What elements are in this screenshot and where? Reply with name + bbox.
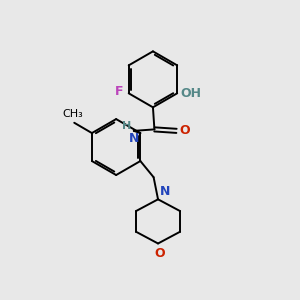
Text: N: N	[129, 132, 139, 145]
Text: N: N	[160, 185, 170, 198]
Text: O: O	[179, 124, 190, 137]
Text: CH₃: CH₃	[62, 109, 83, 119]
Text: F: F	[115, 85, 123, 98]
Text: OH: OH	[181, 87, 202, 100]
Text: O: O	[154, 247, 165, 260]
Text: H: H	[122, 122, 131, 131]
